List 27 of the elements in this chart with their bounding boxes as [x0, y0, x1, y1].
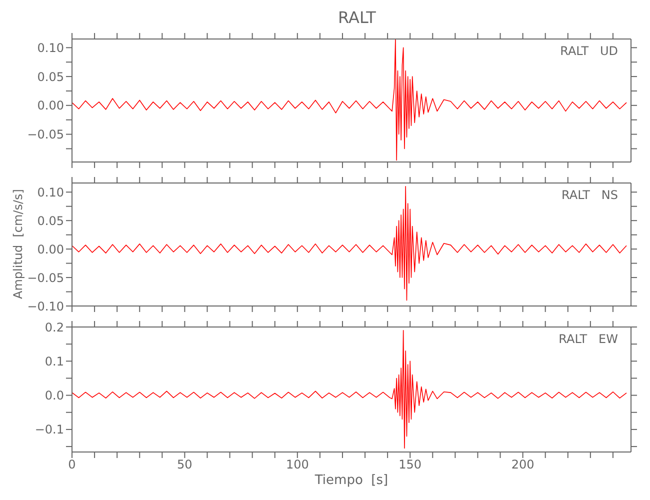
annotation: RALT EW: [558, 332, 618, 346]
y-tick-label: 0.0: [44, 388, 64, 403]
x-tick-label: 200: [511, 458, 534, 472]
y-tick-label: 0.1: [44, 354, 64, 368]
line-series: [72, 330, 627, 449]
y-tick-label: −0.1: [34, 422, 64, 437]
x-tick-label: 50: [177, 458, 192, 472]
y-tick-label: −0.05: [27, 128, 64, 142]
y-tick-label: 0.05: [37, 70, 64, 84]
y-tick-label: 0.00: [37, 242, 64, 256]
y-tick-label: 0.00: [37, 98, 64, 113]
chart-title: RALT: [337, 8, 377, 29]
y-tick-label: 0.2: [44, 320, 64, 334]
annotation: RALT NS: [562, 188, 618, 202]
x-tick-label: 0: [68, 458, 76, 472]
x-axis-title: Tiempo [s]: [314, 473, 390, 488]
annotation: RALT UD: [560, 44, 618, 58]
y-tick-label: 0.05: [37, 214, 64, 228]
y-axis-title: Amplitud [cm/s/s]: [11, 189, 25, 299]
x-tick-label: 150: [398, 458, 422, 472]
x-tick-label: 100: [286, 458, 309, 472]
y-tick-label: 0.10: [37, 185, 64, 200]
y-tick-label: −0.05: [27, 270, 64, 285]
line-series: [72, 39, 627, 161]
y-tick-label: −0.10: [27, 299, 64, 314]
line-series: [72, 186, 627, 301]
y-tick-label: 0.10: [37, 40, 64, 55]
